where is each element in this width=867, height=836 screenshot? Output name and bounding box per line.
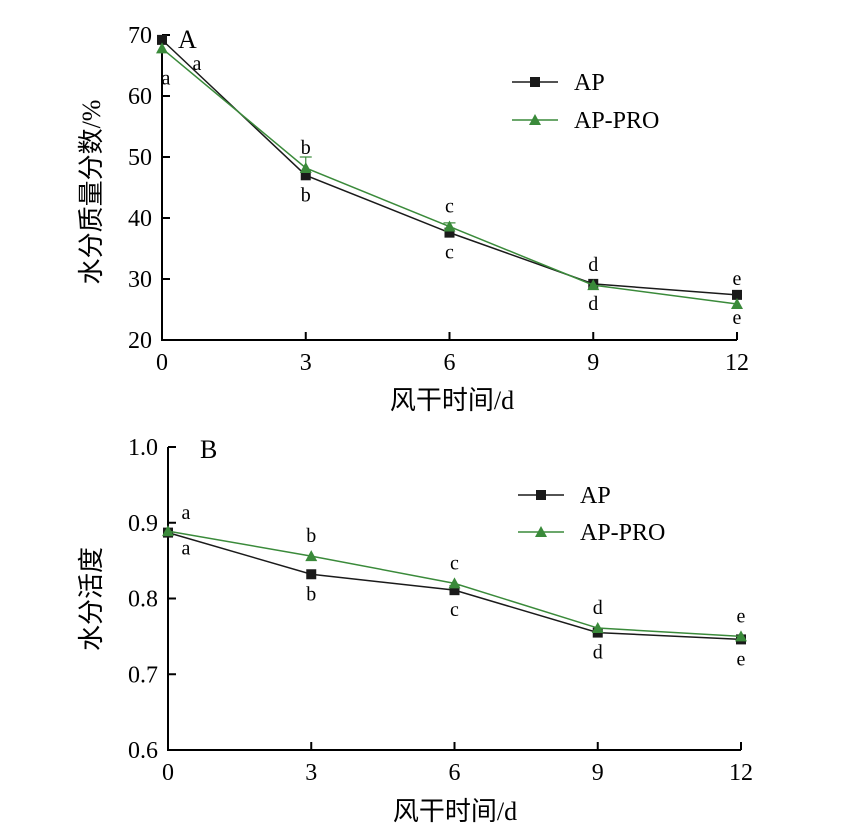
panel-a-y-axis-title: 水分质量分数/% [77,100,106,285]
data-point-triangle [156,42,168,54]
y-tick-label: 30 [128,267,152,293]
panel-a-series [156,34,743,310]
panel-a-y-ticks: 20 30 40 50 60 70 [128,23,170,354]
significance-label: c [445,196,454,218]
legend-ap-pro-label: AP-PRO [574,108,659,134]
significance-label: c [450,599,459,621]
panel-b-legend: AP AP-PRO [518,483,665,546]
legend-ap-marker [536,490,546,500]
significance-label: e [733,307,742,329]
data-point-triangle [299,161,312,173]
y-tick-label: 40 [128,206,152,232]
significance-label: a [182,538,191,560]
y-tick-label: 0.6 [128,738,158,764]
data-point-triangle [591,622,604,634]
significance-label: e [737,648,746,670]
x-tick-label: 6 [444,350,456,376]
x-tick-label: 0 [156,350,168,376]
significance-label: b [306,583,316,605]
legend-ap-pro-marker [535,526,547,537]
panel-b-series [162,525,747,645]
significance-label: e [737,605,746,627]
panel-b-significance-labels: a b c d e a b c d e [182,502,746,670]
data-point-triangle [448,577,461,589]
significance-label: c [450,552,459,574]
legend-ap-label: AP [574,70,605,96]
panel-b-x-axis-title: 风干时间/d [393,797,517,826]
panel-a: A 20 30 40 50 60 70 0 3 6 9 12 水分质量分数/% 风干时间/d a b… [77,23,749,415]
significance-label: d [593,597,603,619]
legend-ap-pro-marker [529,114,541,125]
y-tick-label: 0.9 [128,511,158,537]
data-point-square [306,569,317,580]
data-point-square [157,34,167,45]
x-tick-label: 12 [725,350,749,376]
panel-a-significance-labels: a b c d e a b c d e [162,53,742,329]
data-point-triangle [443,220,456,232]
panel-a-x-ticks: 0 3 6 9 12 [156,332,749,376]
panel-b-letter: B [200,435,217,464]
y-tick-label: 0.8 [128,587,158,613]
data-point-triangle [587,279,600,291]
significance-label: a [162,67,171,89]
y-tick-label: 60 [128,84,152,110]
data-point-square [444,227,455,238]
panel-b-y-ticks: 0.6 0.7 0.8 0.9 1.0 [128,435,176,764]
x-tick-label: 9 [587,350,599,376]
significance-label: d [588,293,598,315]
y-tick-label: 1.0 [128,435,158,461]
significance-label: b [301,184,311,206]
panel-b-y-axis-title: 水分活度 [77,547,106,651]
x-tick-label: 6 [449,760,461,786]
data-point-triangle [162,525,174,537]
x-tick-label: 12 [729,760,753,786]
y-tick-label: 0.7 [128,662,158,688]
legend-ap-marker [530,77,540,87]
x-tick-label: 0 [162,760,174,786]
legend-ap-label: AP [580,483,611,509]
significance-label: e [733,268,742,290]
significance-label: a [182,502,191,524]
panel-a-x-axis-title: 风干时间/d [390,386,514,415]
data-point-square [300,170,311,181]
series-line-ap-pro [161,47,738,305]
x-tick-label: 9 [592,760,604,786]
data-point-triangle [731,298,743,310]
significance-label: d [588,254,598,276]
data-point-square [732,289,742,300]
data-point-triangle [305,550,318,562]
panel-b-x-ticks: 0 3 6 9 12 [162,742,753,786]
y-tick-label: 20 [128,328,152,354]
legend-ap-pro-label: AP-PRO [580,520,665,546]
significance-label: b [306,525,316,547]
significance-label: a [193,53,202,75]
data-point-triangle [735,630,747,642]
panel-a-legend: AP AP-PRO [512,70,659,134]
y-tick-label: 70 [128,23,152,49]
significance-label: d [593,642,603,664]
y-tick-label: 50 [128,145,152,171]
data-point-square [449,585,460,596]
x-tick-label: 3 [305,760,317,786]
panel-a-letter: A [178,25,197,54]
x-tick-label: 3 [300,350,312,376]
significance-label: c [445,242,454,264]
panel-b: B 0.6 0.7 0.8 0.9 1.0 0 3 6 9 12 水分活度 风干时间/d a b c… [77,435,753,826]
significance-label: b [301,137,311,159]
